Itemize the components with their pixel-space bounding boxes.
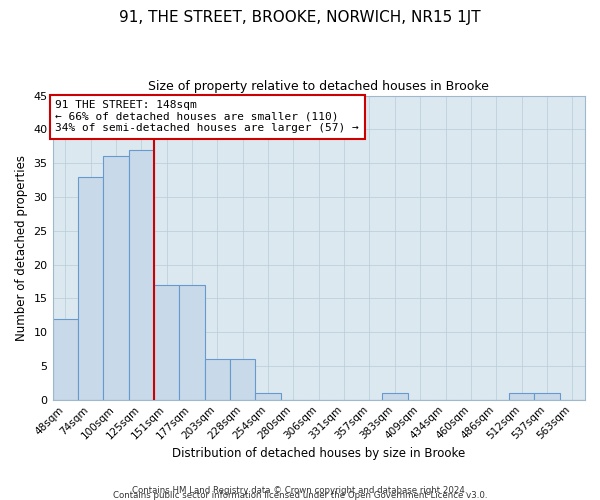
Title: Size of property relative to detached houses in Brooke: Size of property relative to detached ho… xyxy=(148,80,489,93)
Bar xyxy=(382,393,407,400)
Bar xyxy=(179,285,205,400)
Text: Contains public sector information licensed under the Open Government Licence v3: Contains public sector information licen… xyxy=(113,491,487,500)
Bar xyxy=(154,285,179,400)
Bar xyxy=(256,393,281,400)
Bar xyxy=(205,359,230,400)
Bar xyxy=(509,393,534,400)
Bar xyxy=(534,393,560,400)
Bar xyxy=(103,156,128,400)
Text: 91, THE STREET, BROOKE, NORWICH, NR15 1JT: 91, THE STREET, BROOKE, NORWICH, NR15 1J… xyxy=(119,10,481,25)
Bar xyxy=(128,150,154,400)
Text: Contains HM Land Registry data © Crown copyright and database right 2024.: Contains HM Land Registry data © Crown c… xyxy=(132,486,468,495)
X-axis label: Distribution of detached houses by size in Brooke: Distribution of detached houses by size … xyxy=(172,447,466,460)
Y-axis label: Number of detached properties: Number of detached properties xyxy=(15,154,28,340)
Bar xyxy=(53,318,78,400)
Bar xyxy=(78,176,103,400)
Bar xyxy=(230,359,256,400)
Text: 91 THE STREET: 148sqm
← 66% of detached houses are smaller (110)
34% of semi-det: 91 THE STREET: 148sqm ← 66% of detached … xyxy=(55,100,359,134)
